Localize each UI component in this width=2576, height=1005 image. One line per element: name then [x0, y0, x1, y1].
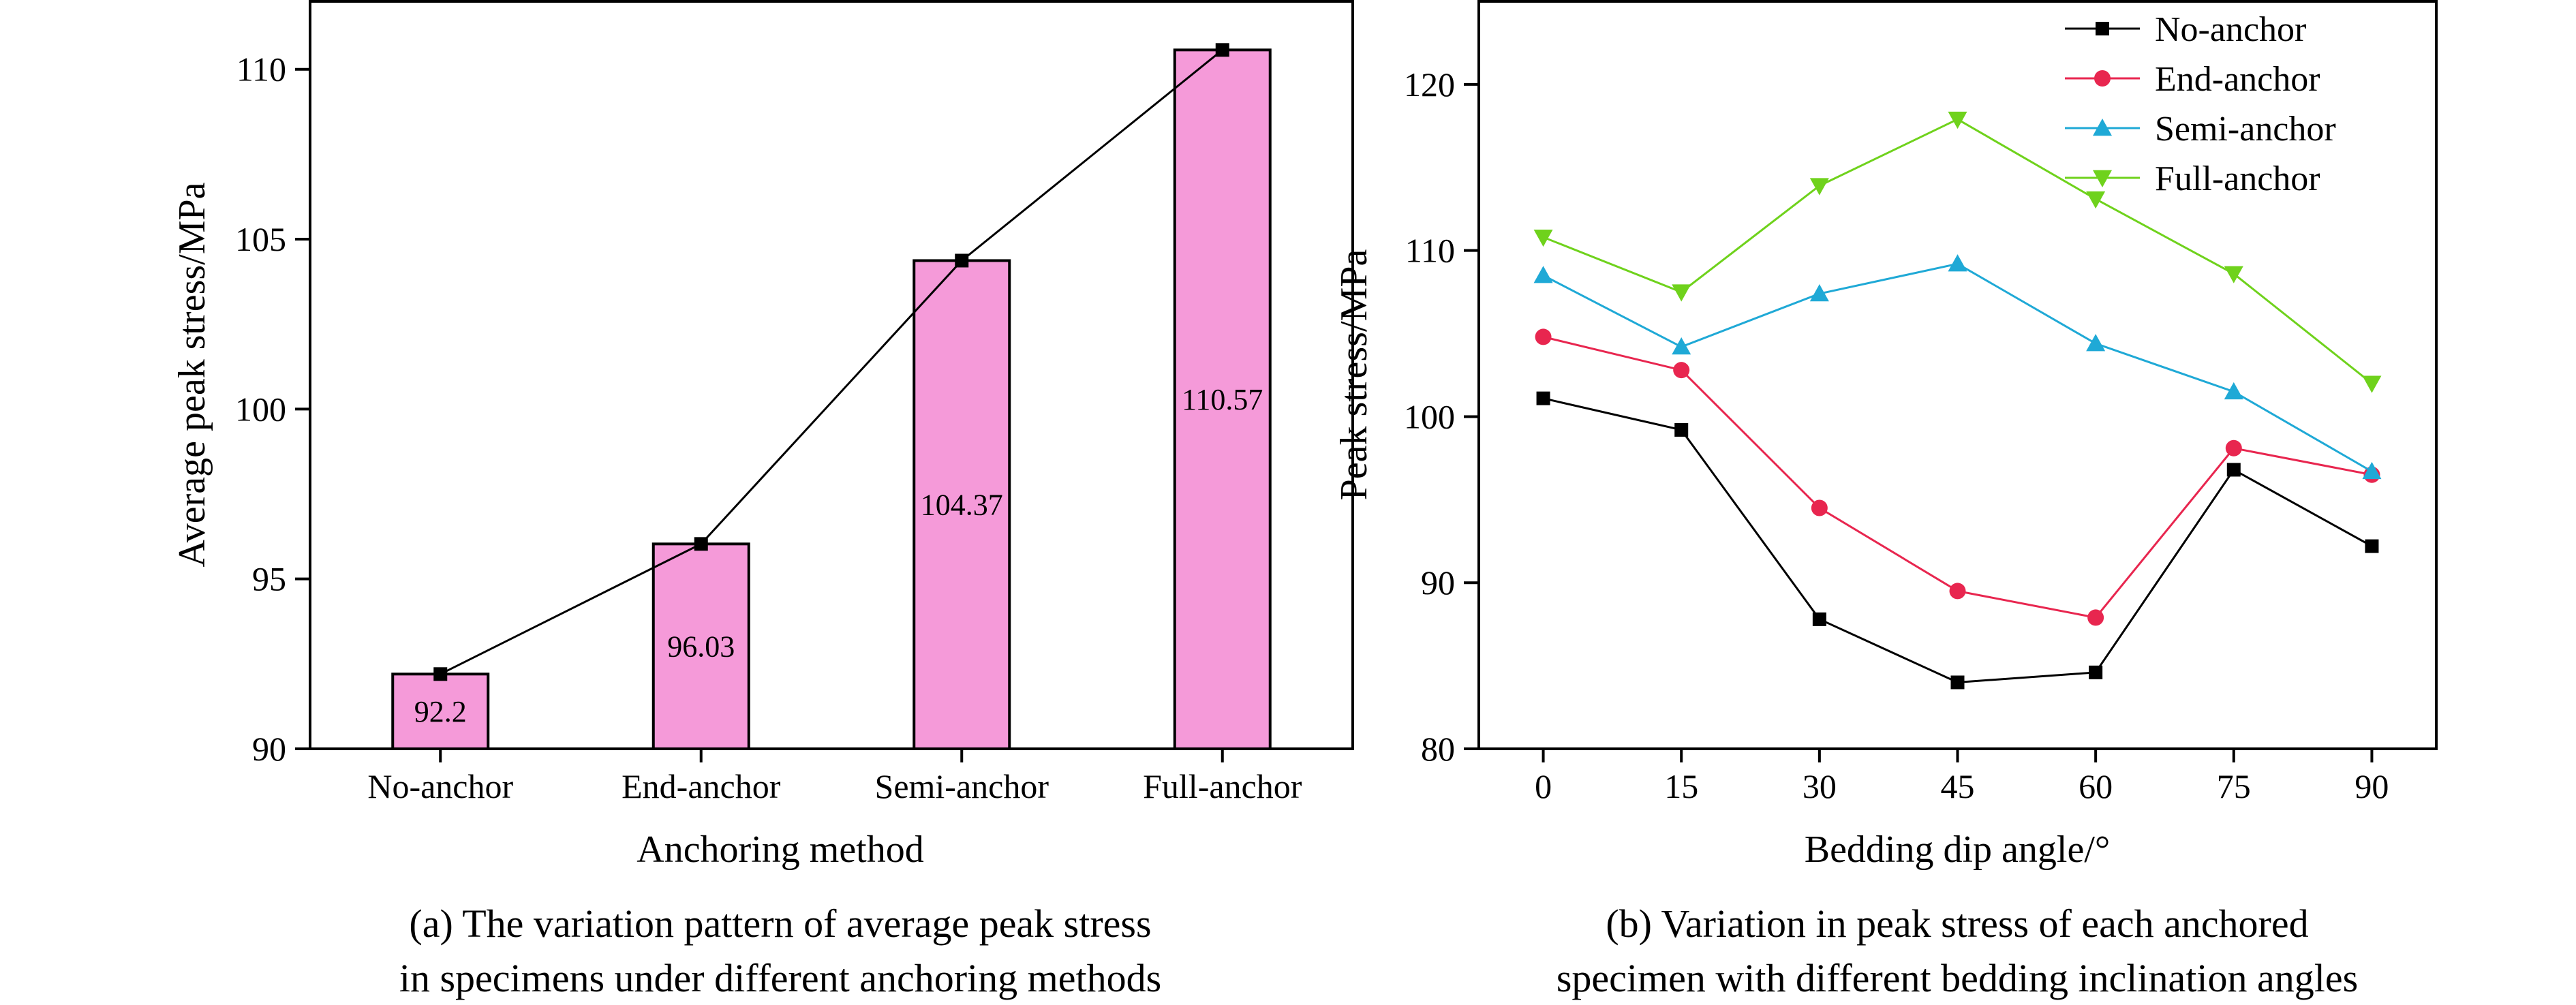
trend-line-a — [433, 43, 1229, 681]
series-point-b — [2086, 191, 2106, 209]
y-tick-label-b: 120 — [1404, 65, 1455, 104]
data-labels-a: 92.2 96.03 104.37 110.57 — [414, 383, 1263, 728]
series-point-b — [2226, 463, 2241, 477]
series-point-b — [2365, 539, 2379, 553]
x-axis-title-a: Anchoring method — [637, 829, 923, 871]
trend-marker-a — [955, 253, 969, 268]
series-b — [1533, 111, 2382, 690]
legend-swatch-marker — [2093, 119, 2112, 136]
series-point-b — [1672, 284, 1691, 302]
legend-label: No-anchor — [2155, 10, 2306, 49]
series-3 — [1533, 111, 2382, 393]
trend-marker-a — [433, 667, 448, 681]
series-point-b — [1673, 362, 1690, 379]
series-point-b — [1812, 612, 1826, 626]
series-point-b — [2086, 334, 2106, 352]
caption-a-line1: (a) The variation pattern of average pea… — [409, 901, 1151, 946]
series-point-b — [2362, 375, 2382, 393]
bar-value-label-a: 92.2 — [414, 695, 467, 728]
y-tick-label-a: 90 — [252, 730, 286, 768]
bar-a — [913, 259, 1011, 750]
series-point-b — [1948, 254, 1967, 272]
x-tick-label-b: 30 — [1803, 767, 1837, 805]
x-tick-label-a: Semi-anchor — [875, 767, 1049, 805]
x-tick-label-a: No-anchor — [367, 767, 513, 805]
x-tick-label-b: 60 — [2079, 767, 2113, 805]
x-tick-label-a: Full-anchor — [1143, 767, 1302, 805]
bar-value-label-a: 96.03 — [667, 630, 735, 664]
y-axis-title-b: Peak stress/MPa — [1333, 249, 1375, 501]
series-point-b — [1533, 266, 1553, 283]
series-point-b — [1949, 583, 1966, 600]
series-point-b — [1674, 422, 1689, 437]
y-tick-label-a: 110 — [236, 50, 286, 89]
series-point-b — [1950, 675, 1965, 690]
y-tick-label-a: 100 — [235, 390, 286, 428]
x-axis-ticks-b: 0 15 30 45 60 75 90 — [1535, 749, 2389, 805]
series-point-b — [2087, 609, 2104, 626]
y-tick-label-b: 80 — [1421, 730, 1455, 768]
series-point-b — [2089, 665, 2103, 679]
y-tick-label-a: 95 — [252, 560, 286, 598]
y-axis-ticks-a: 90 95 100 105 110 — [235, 50, 310, 768]
caption-a-line2: in specimens under different anchoring m… — [399, 956, 1161, 1000]
bar-value-label-a: 104.37 — [921, 489, 1003, 522]
bars-a — [391, 48, 1272, 750]
legend-swatch-marker — [2096, 22, 2109, 35]
legend-label: Full-anchor — [2155, 159, 2320, 198]
legend-b: No-anchor End-anchor Semi-anchor Full-ancho… — [2065, 10, 2336, 198]
y-tick-label-a: 105 — [235, 220, 286, 258]
bar-value-label-a: 110.57 — [1182, 383, 1263, 416]
caption-b-line1: (b) Variation in peak stress of each anc… — [1606, 901, 2308, 946]
legend-label: End-anchor — [2155, 60, 2320, 99]
bar-chart-a: 90 95 100 105 110 92.2 96.03 104.37 110.57 No-a… — [171, 0, 1354, 1000]
legend-swatch-marker — [2094, 70, 2111, 87]
series-point-b — [1809, 178, 1829, 196]
series-point-b — [2225, 439, 2242, 457]
y-axis-title-a: Average peak stress/MPa — [171, 182, 213, 567]
series-point-b — [2362, 461, 2382, 480]
series-point-b — [1948, 111, 1967, 129]
x-tick-label-b: 90 — [2355, 767, 2389, 805]
series-0 — [1536, 391, 2379, 690]
plot-frame-a — [309, 0, 1354, 750]
x-axis-ticks-a: No-anchor End-anchor Semi-anchor Full-ancho… — [367, 749, 1302, 805]
series-point-b — [1536, 391, 1550, 405]
series-point-b — [2224, 382, 2243, 400]
bar-a — [651, 542, 750, 750]
caption-b-line2: specimen with different bedding inclinat… — [1557, 956, 2358, 1000]
line-chart-b: 80 90 100 110 120 0 15 30 45 60 75 90 No-anchor End… — [1333, 0, 2438, 1000]
x-tick-label-a: End-anchor — [622, 767, 781, 805]
legend-label: Semi-anchor — [2155, 110, 2336, 149]
y-axis-ticks-b: 80 90 100 110 120 — [1404, 65, 1479, 768]
series-point-b — [1811, 499, 1828, 516]
series-1 — [1535, 328, 2380, 626]
y-tick-label-b: 100 — [1404, 397, 1455, 435]
series-line-b — [1543, 397, 2373, 684]
x-axis-title-b: Bedding dip angle/° — [1805, 829, 2111, 871]
legend-swatch-marker — [2093, 170, 2112, 187]
series-point-b — [2224, 266, 2243, 283]
x-tick-label-b: 15 — [1664, 767, 1698, 805]
series-2 — [1533, 254, 2382, 480]
trend-marker-a — [694, 537, 708, 551]
series-point-b — [1809, 284, 1829, 302]
trend-polyline-a — [440, 49, 1223, 675]
x-tick-label-b: 0 — [1535, 767, 1552, 805]
y-tick-label-b: 90 — [1421, 563, 1455, 602]
y-tick-label-b: 110 — [1405, 232, 1455, 270]
trend-marker-a — [1215, 43, 1229, 57]
x-tick-label-b: 75 — [2217, 767, 2251, 805]
x-tick-label-b: 45 — [1941, 767, 1975, 805]
bar-a — [1173, 48, 1272, 750]
series-point-b — [1533, 229, 1553, 247]
series-point-b — [1672, 337, 1691, 355]
series-point-b — [1535, 328, 1552, 345]
